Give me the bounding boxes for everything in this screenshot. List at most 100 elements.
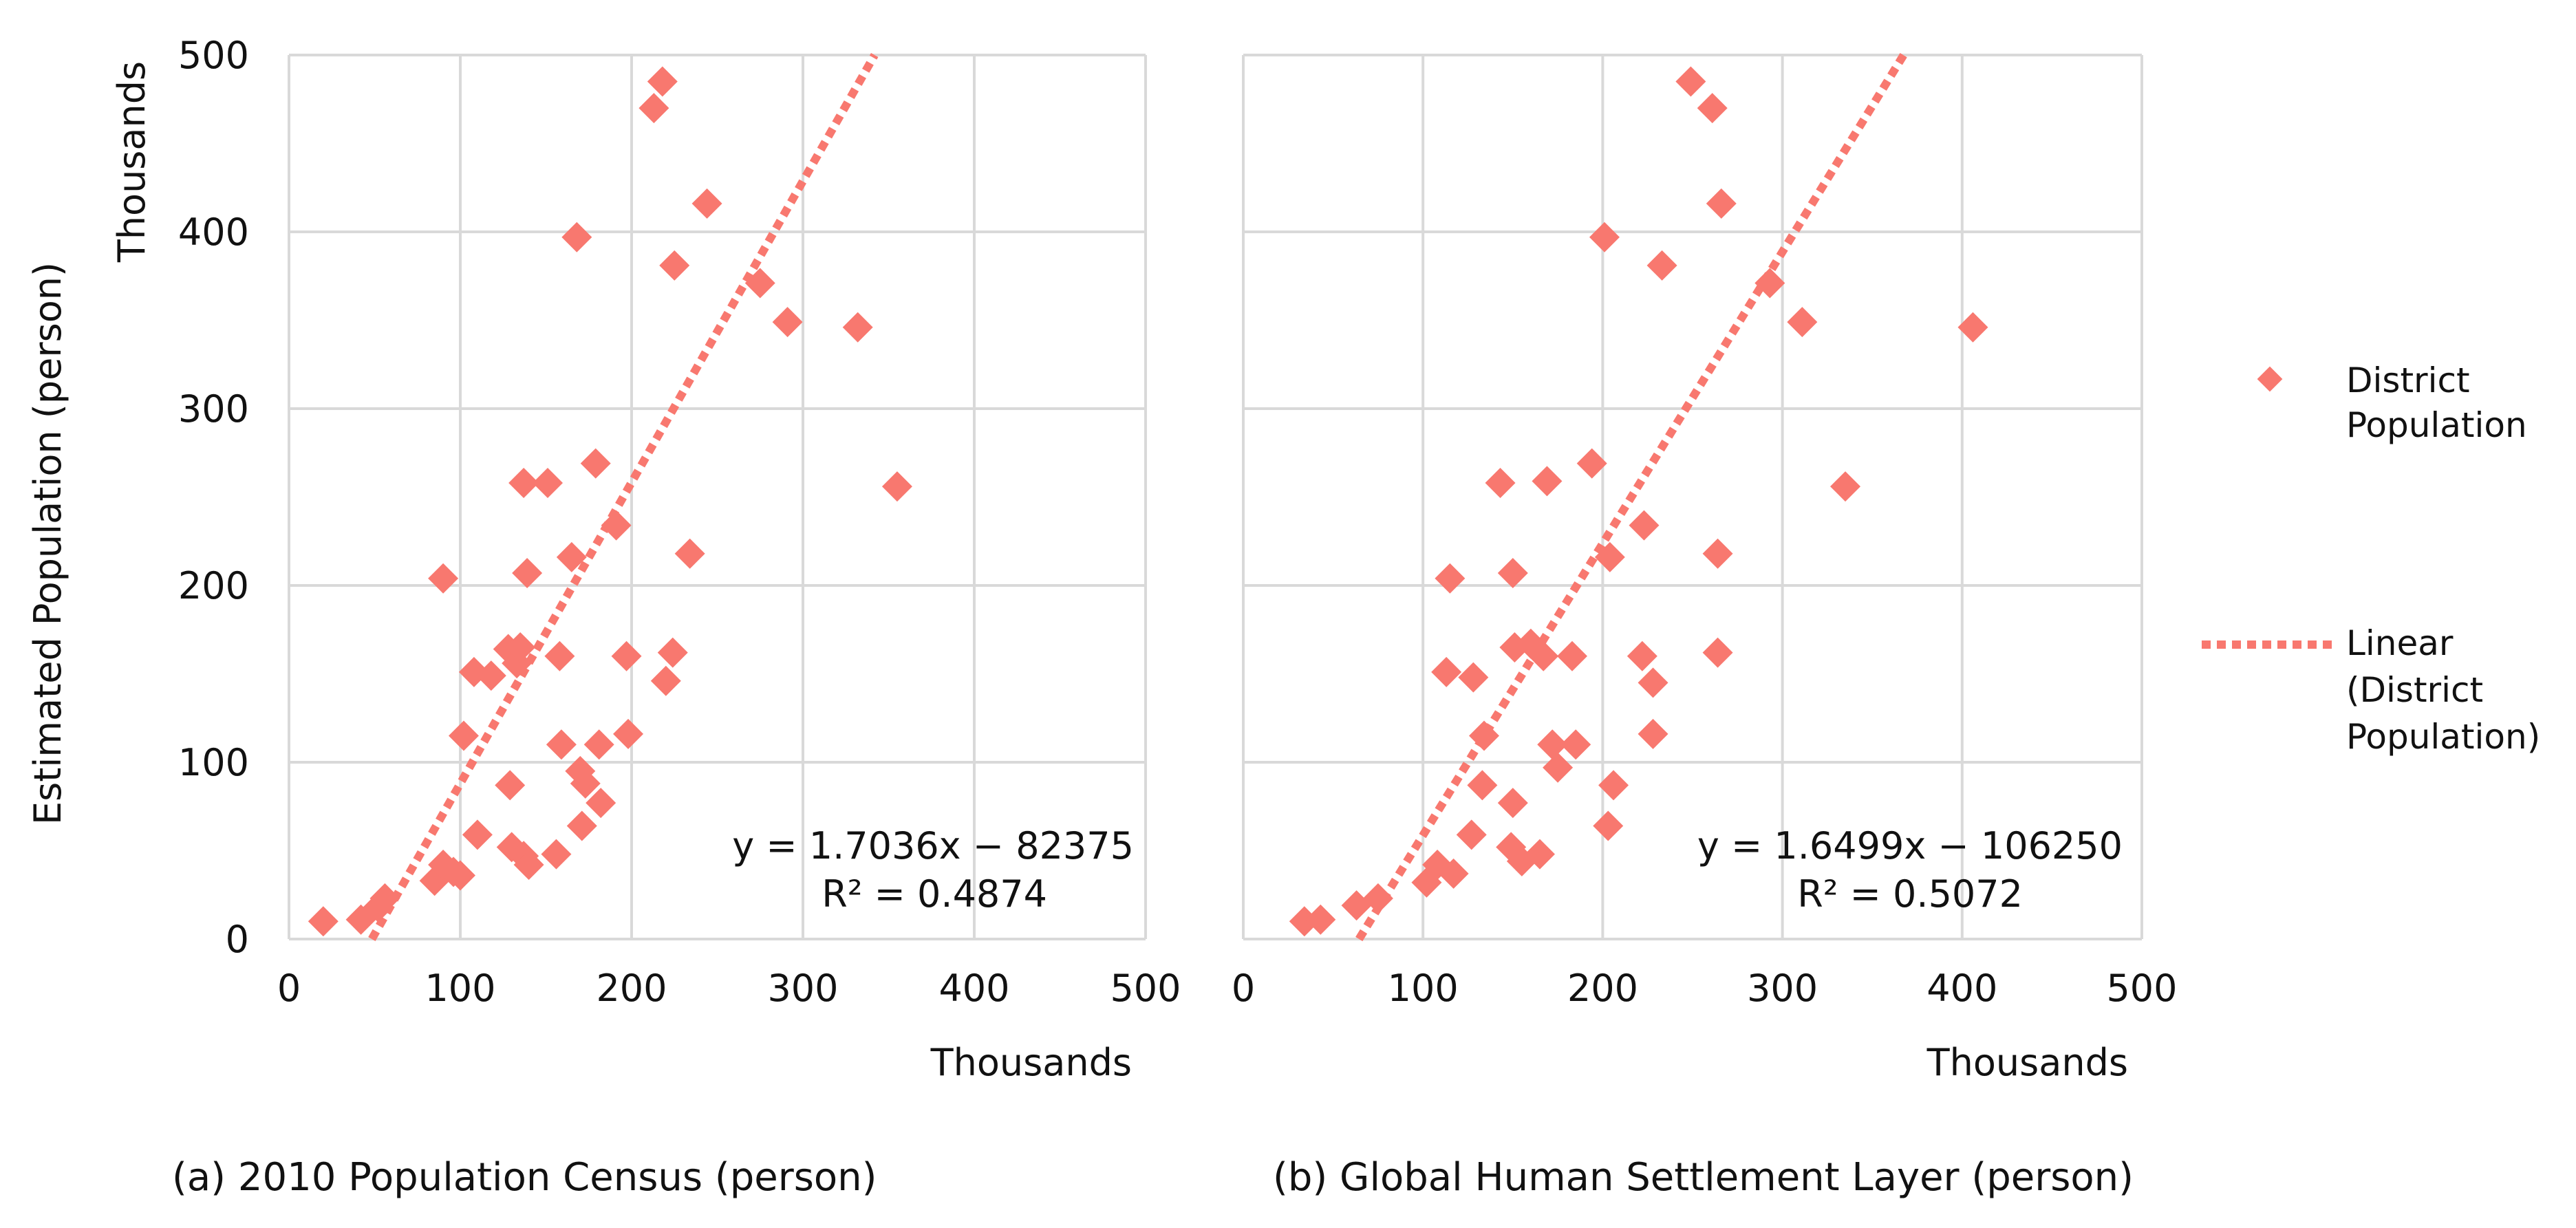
data-point-a [601,510,632,541]
data-point-a [508,467,539,498]
data-point-a [570,768,601,799]
data-point-b [1497,788,1528,819]
trendline-a [368,53,879,941]
x-tick-label-b: 400 [1926,967,1997,1010]
data-point-b [1830,471,1861,502]
data-point-a [691,188,722,219]
data-point-b [1598,770,1629,801]
x-axis-label-b: Thousands [1926,1041,2128,1084]
data-point-b [1485,467,1516,498]
data-point-a [659,250,690,281]
legend-marker-label-1: District [2346,360,2470,400]
x-tick-label-b: 300 [1747,967,1818,1010]
data-point-b [1556,640,1587,671]
data-point-b [1456,819,1487,850]
tick-labels-a: 0 100 200 300 400 500 0 100 200 300 400 500 [178,34,1181,1010]
x-tick-label-a: 500 [1110,967,1181,1010]
data-point-a [556,541,587,572]
data-point-b [1532,466,1563,497]
x-tick-label-a: 200 [596,967,667,1010]
data-point-b [1593,810,1624,841]
trendline-a [368,53,879,941]
data-point-b [1702,538,1733,569]
data-point-b [1497,558,1528,589]
panel-b: 0 100 200 300 400 500 y = 1.6499x − 106250 R²… [1232,52,2178,1200]
y-axis-units-a: Thousands [110,61,153,263]
data-point-a [772,307,803,338]
x-tick-label-b: 0 [1232,967,1255,1010]
data-point-a [308,906,339,937]
grid-b [1243,54,2143,939]
panel-a: 0 100 200 300 400 500 0 100 200 300 400 500 y = 1.7… [26,34,1181,1200]
y-axis-label-a: Estimated Population (person) [26,262,69,825]
y-tick-label-a: 100 [178,741,249,784]
y-tick-label-a: 400 [178,211,249,254]
legend-line-label-1: Linear [2346,623,2454,663]
data-point-a [566,810,597,841]
data-point-a [544,640,575,671]
data-point-a [505,632,536,663]
x-tick-label-b: 200 [1567,967,1638,1010]
data-point-b [1754,268,1785,299]
data-point-b [1528,640,1559,671]
data-point-a [513,850,544,881]
r-squared-b: R² = 0.5072 [1797,872,2023,916]
data-point-a [561,222,592,252]
x-tick-label-a: 100 [425,967,495,1010]
points-a [308,66,912,937]
data-point-a [580,448,611,479]
data-point-b [1646,250,1677,281]
caption-b: (b) Global Human Settlement Layer (perso… [1273,1155,2134,1200]
data-point-b [1627,640,1657,671]
data-point-b [1638,718,1668,749]
data-point-a [586,788,616,819]
points-b [1289,66,1988,937]
data-point-b [1438,858,1469,889]
data-point-a [445,860,475,891]
data-point-a [512,558,543,589]
data-point-a [546,729,577,760]
data-point-a [369,883,400,914]
data-point-b [1787,307,1818,338]
x-axis-label-a: Thousands [930,1041,1132,1084]
data-point-a [638,93,669,124]
tick-labels-b: 0 100 200 300 400 500 [1232,967,2178,1010]
data-point-b [1629,510,1660,541]
trendline-b [1355,52,1907,942]
data-point-b [1560,729,1591,760]
data-point-a [674,538,705,569]
data-point-b [1543,752,1574,783]
legend: District Population Linear (District Pop… [2202,360,2540,757]
data-point-b [1706,188,1737,219]
data-point-a [462,819,493,850]
caption-a: (a) 2010 Population Census (person) [172,1155,877,1200]
trendline-b [1355,52,1907,942]
data-point-b [1467,770,1498,801]
data-point-a [428,563,459,594]
x-tick-label-a: 300 [767,967,838,1010]
data-point-b [1458,662,1489,693]
data-point-a [583,729,614,760]
data-point-a [744,268,775,299]
data-point-b [1697,93,1728,124]
data-point-a [647,66,678,97]
r-squared-a: R² = 0.4874 [822,872,1047,916]
data-point-b [1537,729,1568,760]
data-point-a [657,637,688,668]
axes-b [1242,55,2142,940]
data-point-b [1305,904,1336,935]
x-tick-label-a: 0 [277,967,301,1010]
legend-marker-swatch [2257,366,2283,392]
data-point-b [1638,667,1668,698]
y-tick-label-a: 200 [178,564,249,607]
data-point-b [1362,883,1393,914]
legend-line-label-3: Population) [2346,717,2540,757]
data-point-a [613,718,644,749]
data-point-b [1435,563,1466,594]
data-point-a [842,312,873,343]
data-point-a [611,640,642,671]
y-tick-label-a: 500 [178,34,249,77]
data-point-b [1589,222,1620,252]
data-point-a [448,720,479,751]
